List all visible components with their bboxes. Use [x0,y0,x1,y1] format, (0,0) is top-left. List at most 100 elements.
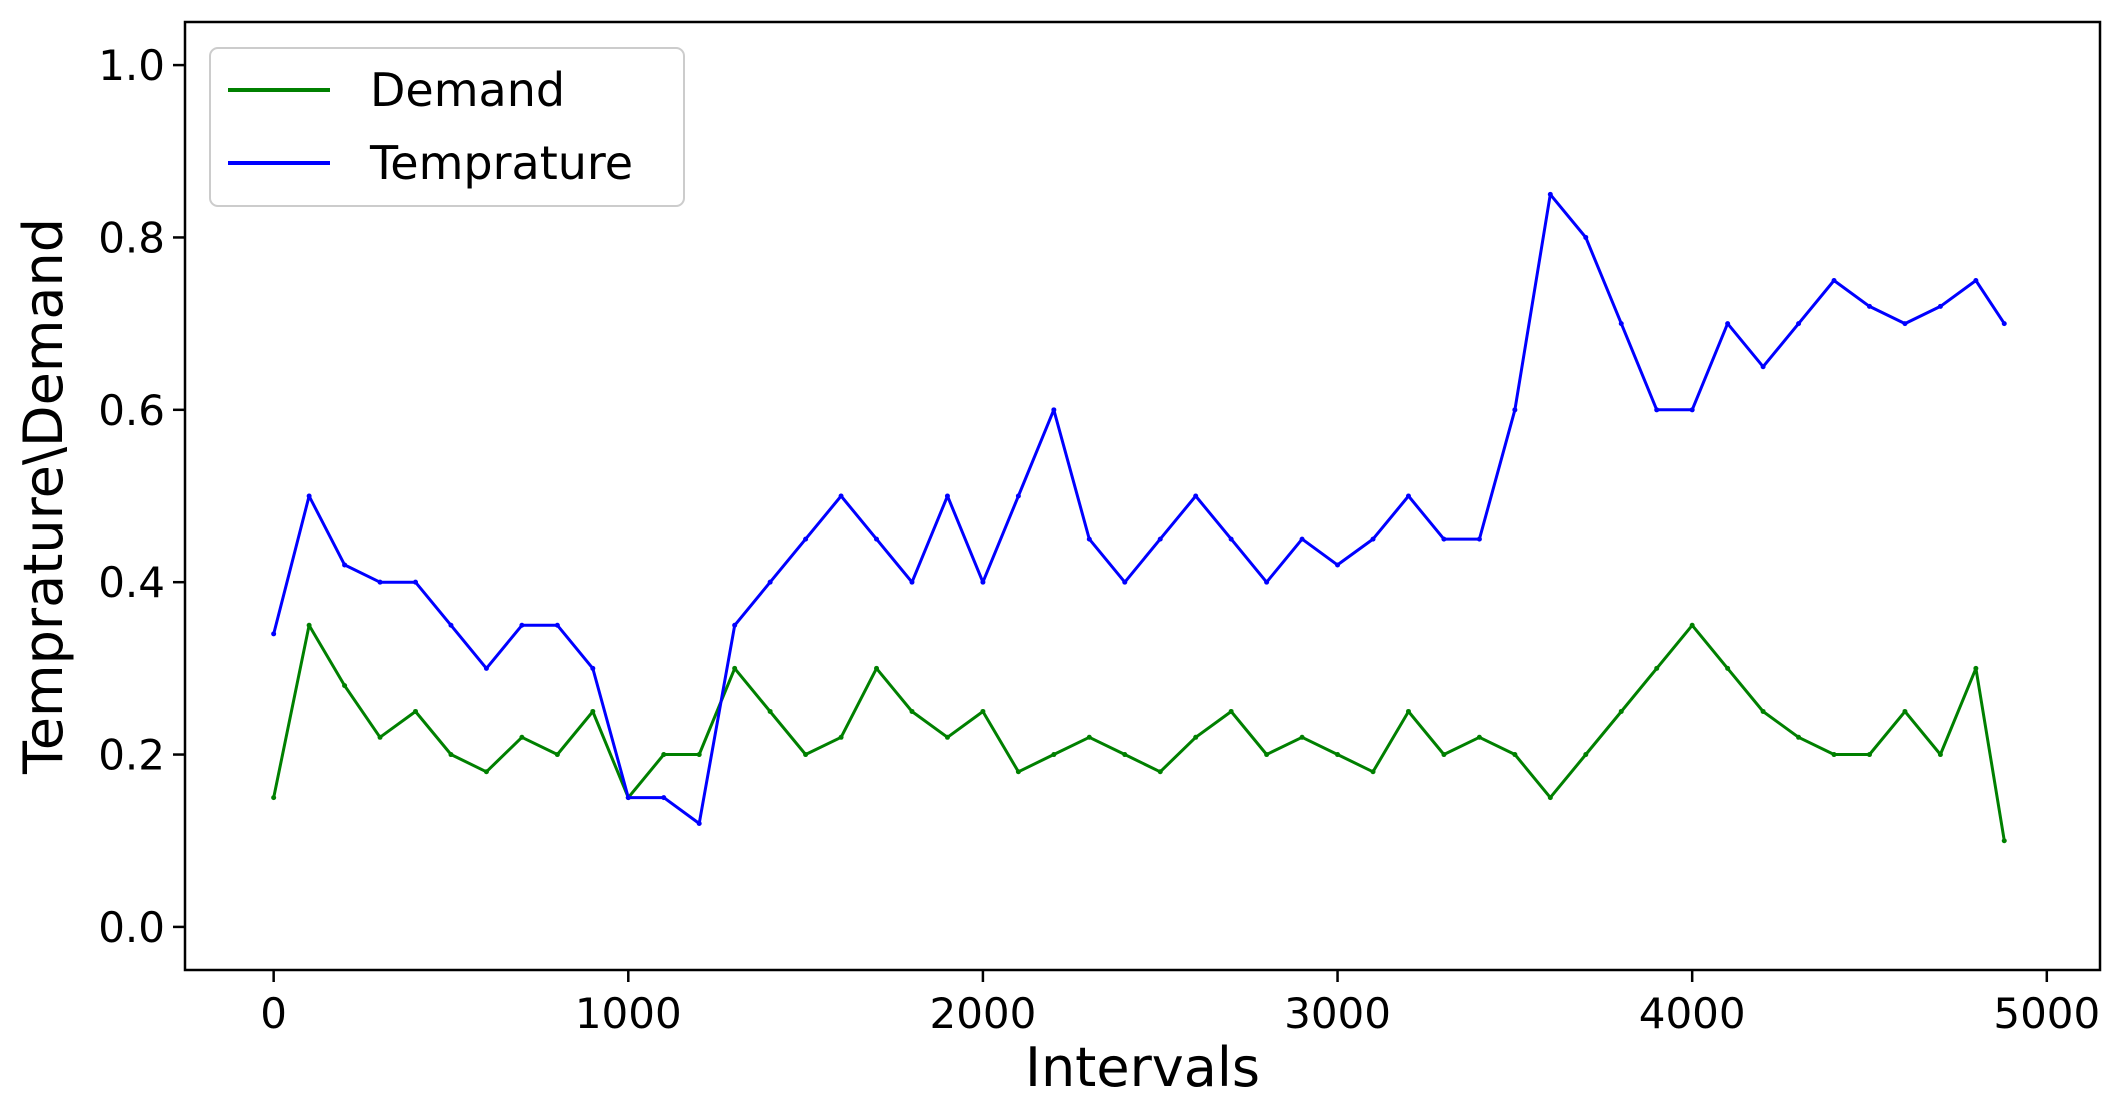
data-point-demand [1228,708,1234,714]
data-point-demand [1796,734,1802,740]
data-point-demand [838,734,844,740]
data-point-temprature [377,579,383,585]
data-point-temprature [1831,278,1837,284]
data-point-temprature [874,536,880,542]
data-point-demand [1760,708,1766,714]
data-point-temprature [1441,536,1447,542]
series-line-demand [272,623,2006,841]
y-tick-label: 0.2 [98,731,165,780]
data-point-temprature [1476,536,1482,542]
data-point-demand [1583,752,1589,758]
data-point-demand [306,622,312,628]
data-point-temprature [519,622,525,628]
x-tick-label: 5000 [1993,989,2100,1038]
data-point-demand [342,683,348,689]
data-point-temprature [1264,579,1270,585]
x-tick-label: 3000 [1284,989,1391,1038]
data-point-demand [1193,734,1199,740]
data-point-demand [1973,665,1979,671]
data-point-temprature [1902,321,1908,327]
data-point-temprature [625,795,631,801]
data-point-demand [944,734,950,740]
data-point-demand [590,708,596,714]
data-point-demand [2001,838,2007,844]
x-tick-label: 4000 [1639,989,1746,1038]
data-point-demand [519,734,525,740]
data-point-temprature [1760,364,1766,370]
data-point-demand [803,752,809,758]
data-point-demand [1831,752,1837,758]
data-point-temprature [1193,493,1199,499]
x-tick-label: 2000 [929,989,1036,1038]
data-point-demand [874,665,880,671]
data-point-temprature [767,579,773,585]
legend-box [209,47,685,207]
data-point-demand [980,708,986,714]
data-point-demand [1051,752,1057,758]
data-point-temprature [1051,407,1057,413]
data-point-temprature [732,622,738,628]
data-point-temprature [554,622,560,628]
data-point-temprature [1512,407,1518,413]
data-point-demand [732,665,738,671]
data-point-temprature [1299,536,1305,542]
data-point-temprature [1618,321,1624,327]
x-axis-title: Intervals [1025,1036,1260,1099]
data-point-temprature [590,665,596,671]
data-point-demand [1157,769,1163,775]
data-point-temprature [909,579,915,585]
data-point-temprature [1689,407,1695,413]
data-point-temprature [1547,191,1553,197]
data-point-demand [767,708,773,714]
data-point-temprature [483,665,489,671]
data-point-demand [448,752,454,758]
data-point-temprature [413,579,419,585]
data-point-demand [1476,734,1482,740]
data-point-demand [1441,752,1447,758]
data-point-demand [696,752,702,758]
data-point-demand [1370,769,1376,775]
x-tick-label: 0 [260,989,287,1038]
data-point-demand [1122,752,1128,758]
data-point-temprature [1866,303,1872,309]
data-point-temprature [271,631,277,637]
y-tick-label: 0.6 [98,386,165,435]
data-point-temprature [342,562,348,568]
data-point-demand [909,708,915,714]
x-tick-label: 1000 [575,989,682,1038]
y-axis-title: Temprature\Demand [12,218,75,775]
data-point-demand [1866,752,1872,758]
data-point-demand [483,769,489,775]
data-point-temprature [1937,303,1943,309]
data-point-temprature [838,493,844,499]
data-point-temprature [1405,493,1411,499]
data-point-temprature [1583,234,1589,240]
data-point-demand [554,752,560,758]
data-point-demand [271,795,277,801]
data-point-temprature [448,622,454,628]
data-point-temprature [1370,536,1376,542]
data-point-demand [1937,752,1943,758]
legend: Demand Temprature [209,47,685,207]
data-point-demand [413,708,419,714]
y-tick-label: 0.4 [98,558,165,607]
data-point-temprature [980,579,986,585]
series-layer [271,191,2007,844]
data-point-temprature [1725,321,1731,327]
data-point-demand [1335,752,1341,758]
data-point-temprature [1157,536,1163,542]
data-point-demand [1725,665,1731,671]
data-point-demand [1299,734,1305,740]
data-point-demand [377,734,383,740]
y-tick-label: 0.8 [98,213,165,262]
data-point-demand [1015,769,1021,775]
data-point-temprature [803,536,809,542]
data-point-temprature [1086,536,1092,542]
y-tick-label: 0.0 [98,903,165,952]
data-point-demand [1654,665,1660,671]
data-point-temprature [1335,562,1341,568]
x-axis-ticks: 0 1000 2000 3000 4000 5000 [260,970,2100,1038]
data-point-demand [1405,708,1411,714]
data-point-temprature [944,493,950,499]
